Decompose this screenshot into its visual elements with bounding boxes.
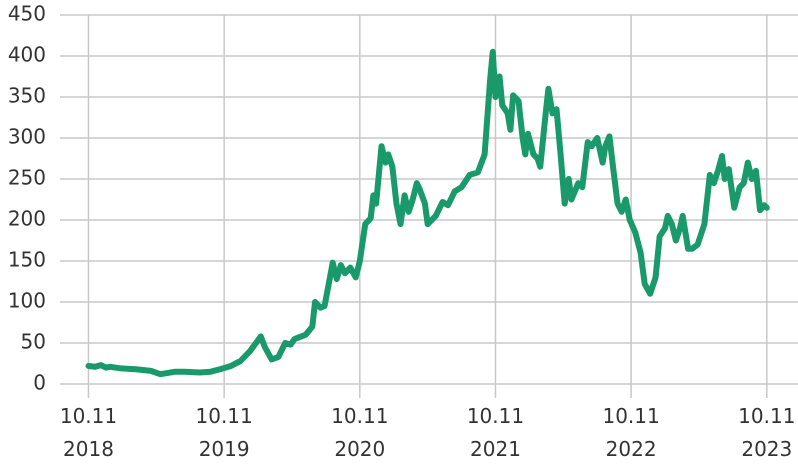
y-tick-label: 50 [21, 330, 46, 354]
y-tick-label: 450 [8, 2, 46, 26]
x-tick-label: 10.11 2021 [466, 404, 525, 461]
x-tick-label: 10.11 2020 [331, 404, 389, 461]
y-tick-label: 0 [33, 371, 46, 395]
y-tick-label: 200 [8, 207, 46, 231]
data-line [85, 48, 770, 378]
y-tick-label: 300 [8, 125, 46, 149]
y-tick-label: 100 [8, 289, 46, 313]
y-tick-label: 350 [8, 84, 46, 108]
x-tick-label: 10.11 2022 [602, 404, 660, 461]
x-tick-label: 10.11 2023 [738, 404, 796, 461]
y-tick-label: 250 [8, 166, 46, 190]
y-tick-label: 150 [8, 248, 46, 272]
x-tick-label: 10.11 2019 [195, 404, 253, 461]
x-tick-label: 10.11 2018 [59, 404, 118, 461]
y-tick-label: 400 [8, 43, 46, 67]
